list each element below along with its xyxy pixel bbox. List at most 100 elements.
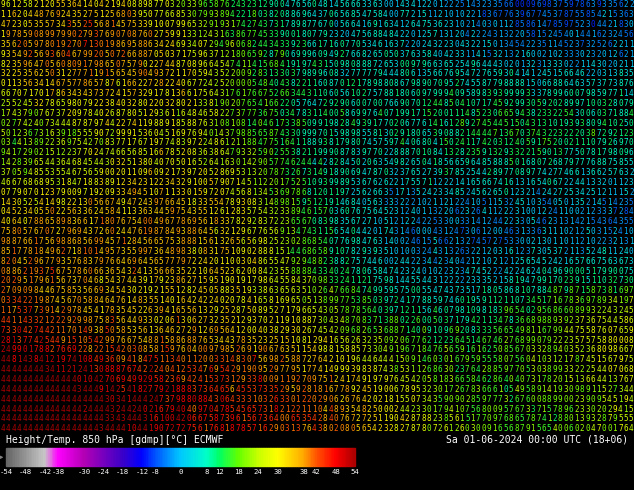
Text: 5: 5 — [416, 158, 420, 167]
Text: 4: 4 — [99, 394, 103, 404]
Text: 1: 1 — [197, 276, 202, 285]
Text: 5: 5 — [214, 197, 218, 207]
Bar — [116, 448, 118, 466]
Text: 4: 4 — [1, 316, 5, 325]
Text: 6: 6 — [28, 60, 32, 69]
Bar — [102, 448, 104, 466]
Text: 2: 2 — [60, 148, 65, 157]
Text: 0: 0 — [525, 306, 530, 315]
Text: 6: 6 — [366, 326, 372, 335]
Text: 2: 2 — [541, 207, 546, 217]
Text: 4: 4 — [437, 99, 443, 108]
Text: 0: 0 — [99, 40, 103, 49]
Text: 6: 6 — [470, 365, 475, 374]
Bar — [43, 448, 44, 466]
Text: 5: 5 — [66, 79, 70, 88]
Text: 5: 5 — [301, 178, 306, 187]
Text: 3: 3 — [11, 296, 16, 305]
Text: 4: 4 — [383, 365, 387, 374]
Text: 3: 3 — [421, 394, 426, 404]
Text: 9: 9 — [11, 345, 16, 354]
Text: 1: 1 — [437, 138, 443, 147]
Text: 2: 2 — [366, 188, 372, 196]
Text: 8: 8 — [318, 257, 322, 266]
Text: 2: 2 — [547, 217, 552, 226]
Text: 8: 8 — [591, 326, 595, 335]
Text: 7: 7 — [623, 355, 628, 364]
Text: 3: 3 — [49, 119, 55, 128]
Text: 9: 9 — [208, 20, 213, 29]
Text: 0: 0 — [372, 394, 377, 404]
Text: 9: 9 — [301, 49, 306, 59]
Text: 7: 7 — [55, 345, 60, 354]
Bar — [153, 448, 155, 466]
Text: 9: 9 — [176, 394, 180, 404]
Text: 9: 9 — [498, 79, 502, 88]
Text: 8: 8 — [312, 257, 316, 266]
Text: 1: 1 — [120, 237, 126, 246]
Text: 6: 6 — [39, 49, 43, 59]
Text: 0: 0 — [11, 257, 16, 266]
Text: 0: 0 — [405, 99, 410, 108]
Text: 4: 4 — [547, 188, 552, 196]
Text: 7: 7 — [93, 227, 98, 236]
Text: 2: 2 — [208, 257, 213, 266]
Text: 4: 4 — [405, 257, 410, 266]
Text: 3: 3 — [214, 336, 218, 344]
Text: 6: 6 — [443, 60, 448, 69]
Text: 1: 1 — [541, 405, 546, 414]
Text: 4: 4 — [460, 99, 464, 108]
Text: 4: 4 — [219, 128, 224, 138]
Text: 9: 9 — [328, 119, 333, 128]
Bar — [27, 448, 29, 466]
Text: 4: 4 — [115, 415, 120, 423]
Text: 8: 8 — [235, 207, 240, 217]
Bar — [303, 448, 304, 466]
Text: 2: 2 — [55, 227, 60, 236]
Text: 6: 6 — [508, 247, 514, 256]
Text: 3: 3 — [115, 188, 120, 196]
Text: 3: 3 — [366, 365, 372, 374]
Text: 9: 9 — [552, 316, 557, 325]
Text: 8: 8 — [170, 247, 174, 256]
Text: 5: 5 — [514, 306, 519, 315]
Text: 6: 6 — [60, 345, 65, 354]
Text: 2: 2 — [454, 60, 458, 69]
Text: 2: 2 — [394, 217, 399, 226]
Text: 8: 8 — [564, 10, 568, 19]
Text: 3: 3 — [449, 148, 453, 157]
Text: 8: 8 — [503, 286, 508, 295]
Text: 4: 4 — [257, 30, 262, 39]
Text: 1: 1 — [191, 188, 197, 196]
Text: 7: 7 — [153, 0, 158, 9]
Text: 8: 8 — [602, 247, 606, 256]
Text: 6: 6 — [476, 207, 481, 217]
Text: 8: 8 — [153, 119, 158, 128]
Text: 1: 1 — [176, 316, 180, 325]
Text: 7: 7 — [377, 375, 382, 384]
Text: 3: 3 — [186, 30, 191, 39]
Text: 4: 4 — [82, 326, 87, 335]
Text: 1: 1 — [481, 99, 486, 108]
Text: 3: 3 — [602, 217, 606, 226]
Text: 5: 5 — [350, 178, 355, 187]
Text: 8: 8 — [503, 79, 508, 88]
Text: 6: 6 — [49, 237, 55, 246]
Text: 1: 1 — [399, 207, 404, 217]
Text: 8: 8 — [301, 336, 306, 344]
Text: 0: 0 — [383, 336, 387, 344]
Text: 8: 8 — [345, 424, 349, 433]
Text: 1: 1 — [55, 148, 60, 157]
Text: 5: 5 — [623, 415, 628, 423]
Text: 5: 5 — [22, 197, 27, 207]
Text: 4: 4 — [629, 424, 633, 433]
Text: 2: 2 — [219, 109, 224, 118]
Text: 1: 1 — [257, 424, 262, 433]
Text: 4: 4 — [55, 375, 60, 384]
Text: 0: 0 — [607, 424, 612, 433]
Text: 5: 5 — [137, 109, 141, 118]
Text: 0: 0 — [399, 237, 404, 246]
Text: 6: 6 — [115, 257, 120, 266]
Text: 7: 7 — [541, 375, 546, 384]
Text: 7: 7 — [164, 70, 169, 78]
